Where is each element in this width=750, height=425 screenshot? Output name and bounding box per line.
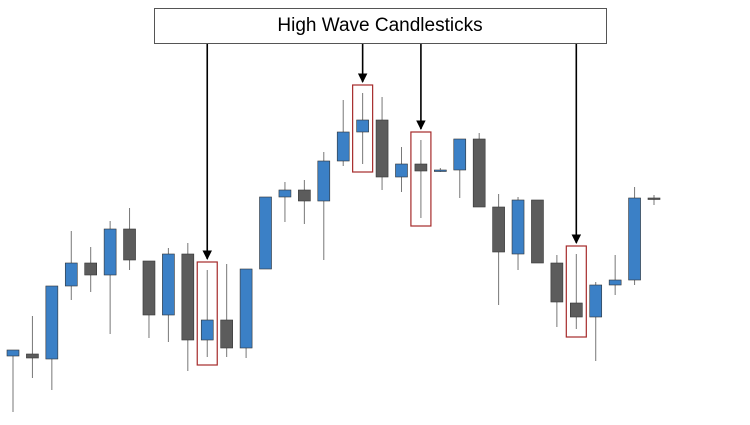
candle-body: [220, 319, 233, 349]
candle-body: [123, 228, 136, 261]
highlight-box: [565, 245, 587, 338]
candle-body: [6, 349, 20, 357]
highlight-box: [352, 84, 374, 173]
candle-body: [628, 197, 641, 281]
candle-body: [336, 131, 350, 162]
candle-body: [472, 138, 486, 208]
candle-body: [103, 228, 117, 276]
candle-body: [84, 262, 97, 276]
candle-body: [395, 163, 408, 178]
chart-title: High Wave Candlesticks: [277, 15, 482, 36]
candle-body: [162, 253, 175, 316]
candle-body: [142, 260, 156, 316]
candle-body: [531, 199, 544, 264]
candle-body: [511, 199, 525, 255]
candle-body: [181, 253, 195, 341]
candle-body: [492, 206, 505, 253]
candle-body: [414, 163, 428, 172]
candle-body: [317, 160, 331, 202]
candle-body: [278, 189, 292, 198]
title-box: [154, 8, 607, 44]
candle-body: [239, 268, 253, 349]
candle-body: [64, 262, 78, 287]
candle-body: [550, 262, 564, 303]
candle-body: [375, 119, 389, 178]
candle-body: [356, 119, 369, 133]
candle-body: [589, 284, 603, 318]
candle-body: [200, 319, 214, 341]
candle-body: [45, 285, 59, 360]
candle-body: [453, 138, 467, 171]
candle-body: [298, 189, 311, 202]
candle-body: [434, 169, 447, 172]
candle-body: [26, 353, 39, 359]
highlight-box: [410, 131, 432, 227]
candle-body: [259, 196, 272, 270]
highlight-box: [196, 261, 218, 366]
candle-body: [570, 302, 583, 318]
candle-body: [608, 279, 622, 286]
candle-body: [647, 197, 661, 200]
